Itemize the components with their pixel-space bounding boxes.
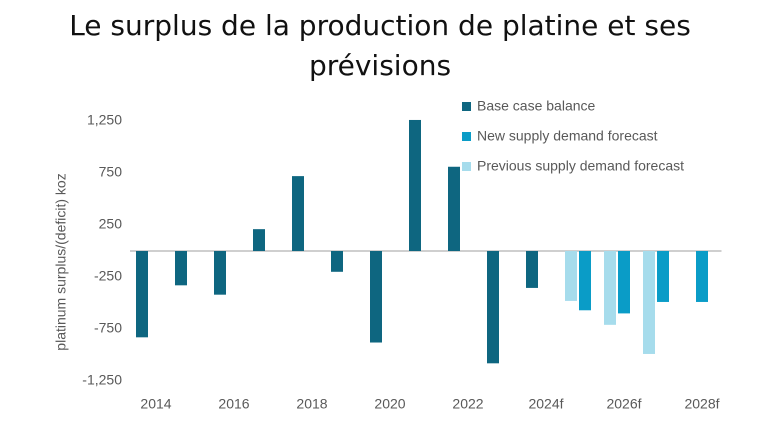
y-tick-label: 250: [99, 216, 123, 232]
chart-title: Le surplus de la production de platine e…: [69, 9, 691, 82]
legend-swatch: [462, 162, 471, 171]
bar: [618, 251, 630, 314]
y-tick-label: -250: [94, 268, 122, 284]
y-tick-label: 750: [99, 164, 123, 180]
y-tick-label: -750: [94, 320, 122, 336]
x-tick-label: 2016: [218, 396, 249, 412]
bar: [696, 251, 708, 302]
bar: [136, 251, 148, 338]
bar: [214, 251, 226, 295]
bar: [579, 251, 591, 311]
bar: [604, 251, 616, 325]
bar: [175, 251, 187, 286]
x-tick-label: 2024f: [528, 396, 563, 412]
bar: [657, 251, 669, 302]
y-tick-label: -1,250: [82, 372, 122, 388]
legend-label: New supply demand forecast: [477, 128, 658, 144]
legend-label: Previous supply demand forecast: [477, 158, 684, 174]
bar: [643, 251, 655, 354]
legend-swatch: [462, 102, 471, 111]
x-tick-label: 2026f: [606, 396, 641, 412]
bar: [487, 251, 499, 364]
bar: [409, 119, 421, 252]
bar: [448, 166, 460, 251]
bar: [253, 229, 265, 251]
x-tick-label: 2018: [296, 396, 327, 412]
legend-swatch: [462, 132, 471, 141]
x-tick-label: 2020: [374, 396, 405, 412]
bar: [565, 251, 577, 301]
x-tick-label: 2022: [452, 396, 483, 412]
y-axis-label: platinum surplus/(deficit) koz: [53, 173, 69, 350]
bar: [370, 251, 382, 343]
x-tick-label: 2014: [140, 396, 171, 412]
bar: [292, 176, 304, 251]
x-tick-label: 2028f: [684, 396, 719, 412]
y-tick-label: 1,250: [87, 112, 122, 128]
legend-label: Base case balance: [477, 98, 596, 114]
bar: [526, 251, 538, 288]
bar: [331, 251, 343, 272]
